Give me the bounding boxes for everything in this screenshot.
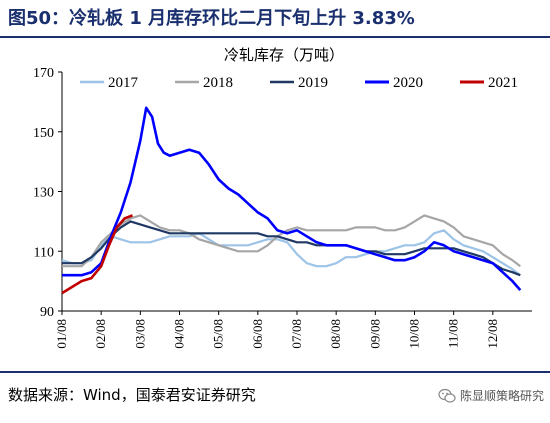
x-tick-label: 02/08 [93,319,108,349]
series-line-2020 [62,106,522,291]
x-tick-label: 08/08 [328,319,343,349]
title-rule [0,36,550,38]
y-tick-label: 90 [40,305,54,320]
x-tick-label: 07/08 [289,319,304,349]
x-tick-label: 03/08 [132,319,147,349]
y-tick-label: 130 [33,186,54,201]
x-tick-label: 01/08 [54,319,69,349]
x-tick-label: 10/08 [407,319,422,349]
series-layer [61,106,522,295]
series-line-2017 [61,229,521,277]
series-line-2019 [62,220,521,277]
y-tick-label: 170 [33,66,54,81]
line-chart: 冷轧库存（万吨） 2017 2018 2019 2020 2021 90 110 130 15… [33,47,532,349]
axes: 90 110 130 150 170 01/08 02/08 03/08 04/08 05/08 0… [33,66,532,349]
x-tick-label: 06/08 [250,319,265,349]
x-tick-label: 09/08 [367,319,382,349]
x-tick-label: 04/08 [172,319,187,349]
legend-label-2021: 2021 [488,75,518,91]
series-line-2018 [62,214,521,268]
legend-label-2017: 2017 [108,75,139,91]
footer-rule [0,371,550,373]
y-tick-label: 150 [33,126,54,141]
watermark: 陈显顺策略研究 [438,387,544,404]
y-tick-label: 110 [34,245,54,260]
legend-label-2018: 2018 [203,75,233,91]
figure-title: 图50：冷轧板 1 月库存环比二月下旬上升 3.83% [8,8,415,29]
legend: 2017 2018 2019 2020 2021 [80,75,518,91]
chart-title: 冷轧库存（万吨） [224,47,344,64]
legend-label-2019: 2019 [298,75,328,91]
x-tick-label: 05/08 [211,319,226,349]
source-note: 数据来源：Wind，国泰君安证券研究 [8,386,256,404]
x-tick-label: 12/08 [485,319,500,349]
legend-label-2020: 2020 [393,75,423,91]
series-line-2021 [61,214,133,295]
x-tick-label: 11/08 [446,319,461,348]
wechat-icon [438,388,456,403]
watermark-text: 陈显顺策略研究 [459,389,544,403]
